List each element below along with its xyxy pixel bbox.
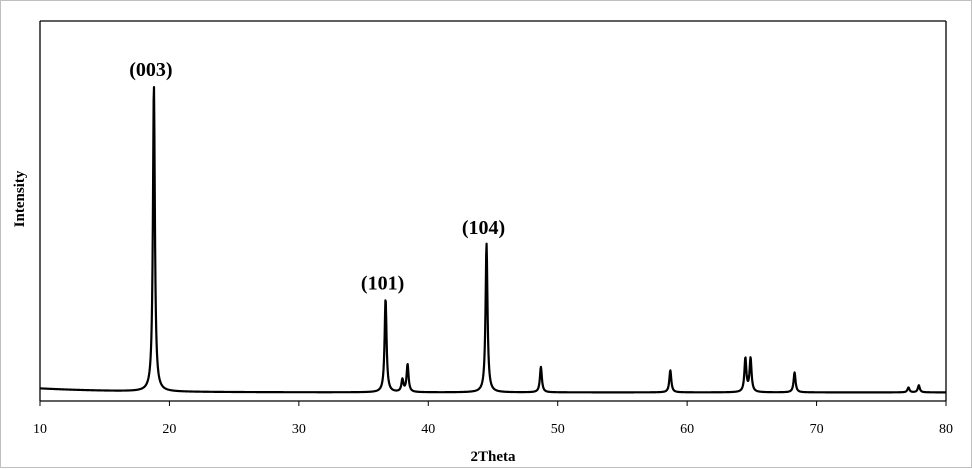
x-tick-label-10: 10	[33, 422, 47, 437]
peak-label-003: (003)	[129, 59, 172, 81]
x-axis-title: 2Theta	[471, 449, 517, 465]
peak-label-group: (003) (101) (104)	[129, 59, 505, 294]
x-tick-label-20: 20	[162, 422, 176, 437]
x-tick-label-60: 60	[680, 422, 694, 437]
y-axis-title: Intensity	[12, 170, 28, 227]
peak-label-101: (101)	[361, 272, 404, 294]
x-tick-label-40: 40	[421, 422, 435, 437]
peak-label-104: (104)	[462, 217, 505, 239]
x-tick-label-80: 80	[939, 422, 953, 437]
axes	[39, 20, 947, 402]
x-tick-group: 10 20 30 40 50 60 70 80	[33, 401, 953, 437]
x-tick-label-50: 50	[551, 422, 565, 437]
x-tick-label-30: 30	[292, 422, 306, 437]
series-line-intensity	[39, 85, 947, 394]
x-tick-label-70: 70	[810, 422, 824, 437]
